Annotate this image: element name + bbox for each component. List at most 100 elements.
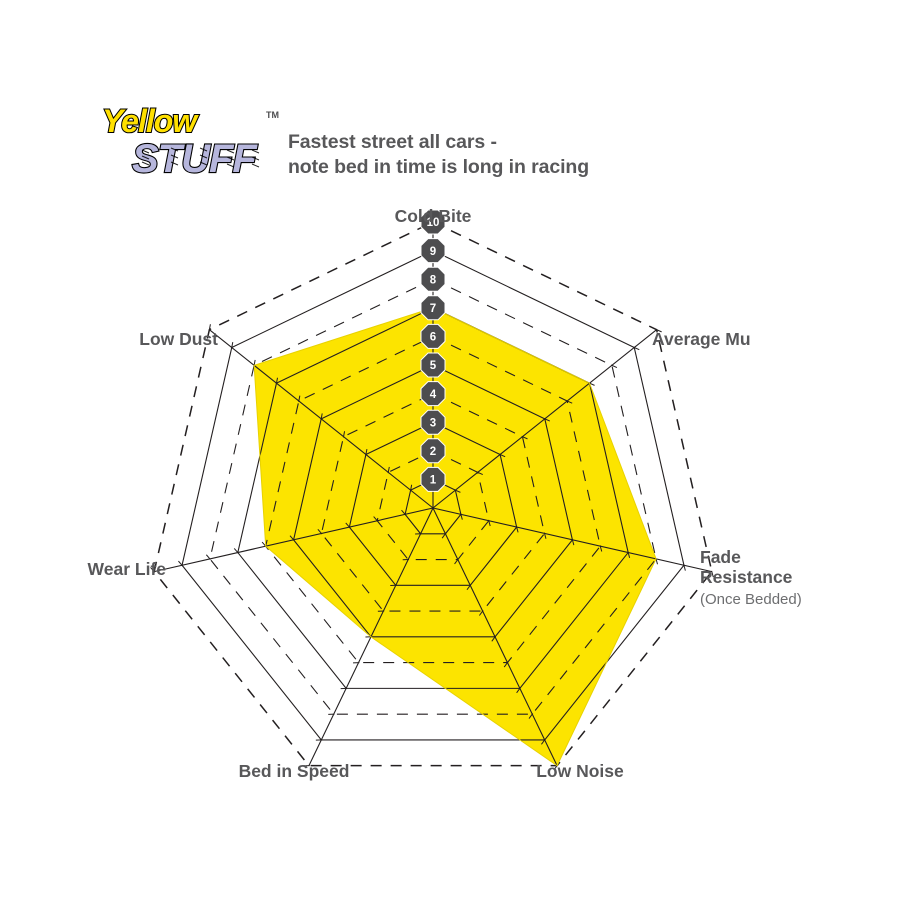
grid-ring-2 [376, 450, 490, 561]
grid-tick-mark [454, 558, 459, 565]
grid-tick-mark [315, 739, 323, 741]
grid-tick-mark [528, 713, 534, 719]
grid-tick-mark [365, 449, 368, 456]
scale-marker-4 [420, 381, 446, 407]
scale-marker-label-7: 7 [430, 303, 436, 315]
grid-tick-mark [401, 509, 407, 516]
grid-tick-mark [402, 558, 410, 561]
grid-tick-mark [454, 489, 461, 493]
scale-marker-8 [420, 266, 446, 292]
grid-tick-mark [373, 516, 379, 522]
scale-marker-label-6: 6 [430, 332, 436, 344]
logo-yellow-text: Yellow [102, 103, 199, 139]
grid-ring-4 [320, 392, 546, 612]
axis-label-average-mu: Average Mu [652, 329, 751, 349]
heading-line-1: Fastest street all cars - [288, 131, 497, 153]
grid-tick-mark [409, 484, 413, 492]
radar-data-outline [253, 307, 657, 767]
scale-marker-7 [420, 295, 446, 321]
scale-marker-label-8: 8 [430, 274, 437, 286]
radar-data-area [254, 307, 657, 766]
logo-word-yellow: Yellow [101, 102, 201, 140]
grid-tick-mark [466, 584, 472, 591]
scale-marker-label-1: 1 [430, 475, 437, 487]
grid-tick-mark [543, 418, 551, 422]
grid-tick-mark [476, 471, 483, 475]
axis-label-low-dust: Low Dust [139, 329, 218, 349]
scale-marker-10 [420, 209, 446, 235]
grid-tick-mark [499, 453, 506, 458]
grid-tick-mark [150, 567, 156, 573]
grid-tick-mark [599, 545, 603, 552]
axis-label-wear-life: Wear Life [88, 559, 167, 579]
logo-word-stuff: STUFF [131, 136, 261, 182]
grid-tick-mark [460, 513, 463, 520]
grid-tick-mark [515, 526, 519, 533]
grid-tick-mark [390, 584, 397, 587]
logo-svg: Yellow STUFF TM [101, 102, 279, 182]
grid-ring-7 [237, 307, 629, 689]
grid-tick-mark [491, 635, 496, 642]
radar-grid-rings [153, 221, 713, 767]
axis-sublabel-once-bedded: (Once Bedded) [700, 591, 802, 608]
grid-tick-mark [317, 528, 323, 535]
grid-ring-6 [265, 335, 601, 664]
grid-tick-mark [345, 522, 351, 529]
grid-tick-mark [683, 564, 686, 571]
grid-tick-mark [342, 431, 346, 438]
logo-texture-strokes [141, 147, 260, 168]
grid-ring-3 [348, 421, 518, 586]
grid-tick-mark [178, 560, 183, 567]
grid-tick-mark [415, 533, 422, 535]
grid-ring-9 [181, 249, 685, 741]
axis-label-cold-bite: Cold Bite [395, 206, 472, 226]
grid-tick-mark [208, 324, 211, 331]
scale-marker-label-9: 9 [430, 246, 436, 258]
grid-tick-mark [566, 400, 573, 404]
grid-tick-mark [377, 610, 385, 612]
grid-tick-mark [571, 538, 575, 546]
scale-marker-2 [420, 438, 446, 464]
grid-tick-mark [387, 466, 390, 474]
heading-line-2: note bed in time is long in racing [288, 156, 590, 178]
grid-tick-mark [711, 570, 714, 578]
grid-tick-mark [328, 713, 335, 715]
axis-label-fade-resistance-line2: Resistance [700, 567, 793, 587]
grid-tick-mark [633, 346, 640, 351]
scale-marker-label-5: 5 [430, 360, 437, 372]
grid-tick-mark [441, 532, 447, 539]
yellowstuff-logo: Yellow STUFF TM [96, 98, 286, 190]
scale-marker-3 [420, 409, 446, 435]
grid-tick-mark [655, 328, 662, 333]
scale-marker-5 [420, 352, 446, 378]
grid-tick-mark [610, 364, 618, 368]
grid-tick-mark [516, 687, 521, 694]
grid-tick-mark [289, 535, 295, 541]
grid-tick-mark [627, 551, 631, 558]
grid-ring-5 [292, 364, 574, 638]
axis-label-low-noise: Low Noise [536, 761, 624, 781]
scale-marker-9 [420, 238, 446, 264]
grid-tick-mark [353, 662, 360, 664]
grid-ring-1 [404, 478, 462, 535]
grid-tick-mark [340, 687, 347, 690]
grid-tick-mark [303, 765, 310, 767]
axis-label-fade-resistance-line1: Fade [700, 547, 741, 567]
radar-grid-spokes [150, 218, 714, 771]
trademark-symbol: TM [266, 110, 279, 120]
grid-tick-mark [205, 554, 211, 560]
grid-tick-mark [541, 738, 546, 745]
data-series-outline [253, 307, 657, 767]
grid-tick-mark [298, 395, 301, 402]
scale-marker-6 [420, 323, 446, 349]
grid-tick-mark [320, 413, 323, 420]
grid-tick-mark [478, 610, 484, 616]
scale-marker-label-3: 3 [430, 417, 436, 429]
axis-label-bed-in-speed: Bed in Speed [239, 761, 350, 781]
grid-tick-mark [503, 661, 509, 668]
scale-marker-label-4: 4 [430, 389, 437, 401]
grid-tick-mark [521, 435, 528, 440]
